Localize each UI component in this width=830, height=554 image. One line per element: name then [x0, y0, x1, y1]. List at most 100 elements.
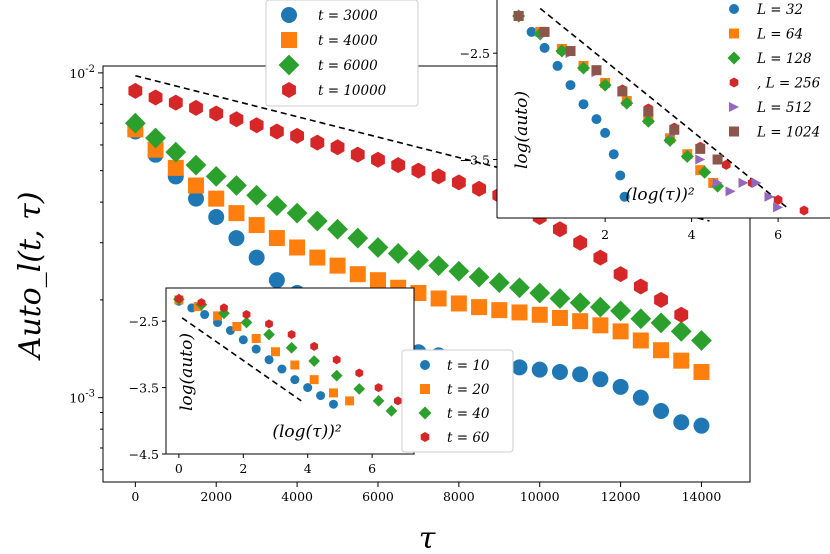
inset-top-right-legend-label: , L = 256 — [757, 76, 821, 92]
main-point — [330, 139, 345, 156]
main-legend-marker — [278, 54, 300, 76]
inset-bottom-left-legend-marker — [418, 406, 432, 420]
inset-top-right-legend-label: L = 64 — [756, 27, 803, 43]
inset-bottom-left-point — [277, 364, 287, 374]
inset-bottom-left-legend-marker — [420, 384, 430, 394]
main-series-2 — [124, 112, 712, 351]
inset-top-right-legend-label: L = 512 — [756, 100, 812, 116]
main-point — [593, 249, 608, 266]
inset-top-right-series-5 — [513, 10, 723, 165]
inset-top-right-point — [526, 26, 537, 37]
main-point — [347, 227, 369, 249]
inset-top-right-point — [598, 78, 612, 92]
inset-top-right-x-tick-label: 2 — [601, 227, 609, 242]
inset-bottom-left-point — [316, 391, 326, 401]
inset-top-right-point — [764, 191, 775, 202]
main-legend: t = 3000 t = 4000 t = 6000 t = 10000 — [265, 0, 419, 107]
inset-top-right-point — [680, 149, 694, 163]
main-x-tick-label: 2000 — [200, 489, 232, 504]
main-point — [553, 221, 567, 238]
main-point — [208, 190, 225, 207]
inset-top-right-point — [773, 202, 784, 213]
main-point — [266, 195, 288, 217]
main-point — [310, 134, 325, 151]
main-legend-marker — [281, 7, 297, 23]
inset-bottom-left-point — [308, 355, 321, 367]
inset-bottom-left-point — [251, 333, 261, 343]
main-point — [208, 208, 225, 225]
inset-top-right-point — [600, 127, 611, 138]
inset-top-right-y-tick-label: −2.5 — [460, 46, 490, 61]
inset-bottom-left-point — [328, 399, 338, 409]
inset-top-right-background — [497, 0, 830, 218]
main-point — [549, 288, 571, 309]
inset-bottom-left-point — [394, 396, 402, 406]
main-point — [673, 414, 690, 431]
inset-bottom-left-x-tick-label: 0 — [175, 461, 183, 476]
inset-bottom-left-point — [345, 396, 355, 406]
inset-bottom-left-point — [332, 355, 341, 365]
inset-bottom-left-legend-label: t = 10 — [447, 358, 490, 374]
main-point — [448, 260, 470, 282]
inset-top-right-point — [578, 99, 589, 110]
main-point — [592, 371, 609, 388]
inset-top-right-point — [552, 60, 563, 71]
inset-bottom-left-point — [271, 347, 281, 357]
main-point — [168, 94, 183, 111]
inset-bottom-left-point — [197, 298, 206, 308]
inset-top-right-x-tick-label: 4 — [688, 227, 696, 242]
main-point — [248, 249, 265, 266]
main-x-tick-label: 4000 — [281, 489, 313, 504]
inset-bottom-left-point — [330, 369, 343, 382]
main-legend-label: t = 4000 — [318, 33, 378, 49]
inset-top-right-point — [695, 154, 706, 165]
main-point — [309, 249, 326, 266]
main-point — [165, 141, 187, 163]
main-x-tick-label: 6000 — [362, 489, 394, 504]
inset-bottom-left-legend-label: t = 40 — [447, 406, 490, 422]
main-point — [124, 112, 146, 134]
main-x-axis-label: τ — [419, 521, 436, 554]
inset-top-right-legend-marker — [729, 126, 739, 137]
inset-top-right-x-label: (log(τ))² — [625, 185, 694, 205]
main-point — [451, 174, 466, 191]
inset-top-right-point — [539, 26, 550, 37]
inset-top-right-x-tick-label: 6 — [774, 227, 782, 242]
inset-bottom-left-point — [220, 303, 228, 313]
main-point — [573, 234, 588, 251]
inset-top-right-point — [591, 114, 602, 125]
inset-bottom-left-x-tick-label: 4 — [304, 461, 312, 476]
inset-top-right-y-tick-label: −3.5 — [460, 153, 490, 168]
main-point — [509, 277, 530, 299]
main-point — [653, 402, 670, 419]
inset-top-right-legend-marker — [729, 4, 739, 14]
main-legend-label: t = 3000 — [318, 8, 378, 24]
inset-top-right-point — [539, 42, 550, 53]
main-point — [349, 266, 366, 283]
inset-bottom-left-x-tick-label: 6 — [368, 461, 376, 476]
inset-bottom-left-point — [328, 388, 338, 398]
main-point — [551, 309, 568, 326]
inset-bottom-left-point — [238, 335, 248, 345]
inset-bottom-left-point — [251, 344, 261, 354]
inset-top-right-point — [751, 177, 762, 188]
inset-top-right-point — [608, 149, 619, 160]
inset-top-right-point — [738, 177, 749, 188]
main-point — [468, 266, 490, 288]
inset-bottom-left-point — [242, 310, 251, 320]
inset-top-right-point — [641, 114, 655, 128]
inset-top-right-legend-marker — [729, 102, 739, 112]
inset-bottom-left-point — [290, 360, 300, 370]
main-point — [529, 282, 551, 304]
main-legend-marker — [281, 32, 297, 48]
inset-bottom-left-point — [309, 375, 319, 385]
inset-bottom-left-y-tick-label: −2.5 — [129, 314, 159, 329]
inset-top-right-legend-marker — [729, 77, 739, 88]
inset-top-right-legend-marker — [727, 51, 741, 65]
inset-bottom-left-y-tick-label: −4.5 — [129, 447, 159, 462]
main-legend-label: t = 10000 — [318, 83, 387, 99]
main-point — [249, 117, 264, 134]
main-point — [205, 166, 227, 187]
inset-bottom-left-series-3 — [174, 294, 402, 406]
